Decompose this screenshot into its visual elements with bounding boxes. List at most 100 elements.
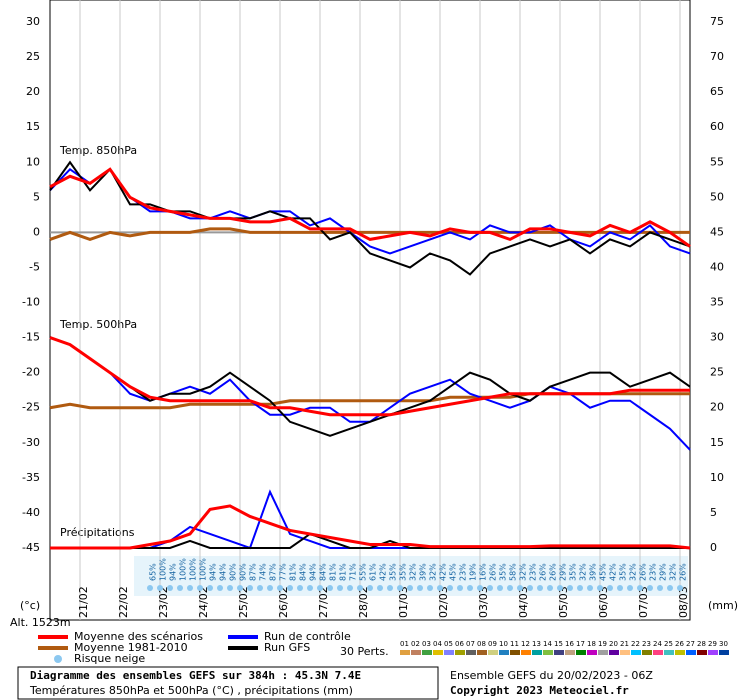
snow-risk-label: 71% <box>349 563 358 581</box>
pert-label: 26 <box>675 640 684 648</box>
snow-risk-label: 29% <box>659 563 668 581</box>
pert-swatch <box>532 650 542 655</box>
snow-icon <box>507 585 513 591</box>
x-tick-label: 03/03 <box>477 586 490 618</box>
pert-swatch <box>521 650 531 655</box>
snow-icon <box>407 585 413 591</box>
snow-risk-label: 26% <box>679 563 688 581</box>
snow-risk-label: 61% <box>369 563 378 581</box>
snow-icon <box>387 585 393 591</box>
snow-risk-label: 90% <box>239 563 248 581</box>
footer-copyright: Copyright 2023 Meteociel.fr <box>450 684 629 697</box>
y2-tick-label: 65 <box>710 85 724 98</box>
snow-icon <box>337 585 343 591</box>
altitude: Alt. 1523m <box>10 616 71 629</box>
snow-icon <box>607 585 613 591</box>
plot-frame <box>49 0 691 621</box>
snow-icon <box>177 585 183 591</box>
y-tick-label: -20 <box>22 366 40 379</box>
y2-tick-label: 0 <box>710 541 717 554</box>
legend-label: Moyenne des scénarios <box>74 630 203 643</box>
snow-icon <box>577 585 583 591</box>
y2-tick-label: 25 <box>710 366 724 379</box>
pert-swatch <box>675 650 685 655</box>
pert-label: 30 <box>719 640 728 648</box>
pert-label: 19 <box>598 640 607 648</box>
snow-risk-label: 100% <box>189 558 198 581</box>
snow-risk-label: 26% <box>549 563 558 581</box>
snow-risk-label: 87% <box>249 563 258 581</box>
snow-icon <box>457 585 463 591</box>
pert-swatch <box>719 650 729 655</box>
y2-tick-label: 70 <box>710 50 724 63</box>
snow-risk-label: 45% <box>449 563 458 581</box>
pert-label: 11 <box>510 640 519 648</box>
pert-label: 05 <box>444 640 453 648</box>
pert-swatch <box>664 650 674 655</box>
pert-swatch <box>620 650 630 655</box>
x-tick-label: 25/02 <box>237 586 250 618</box>
pert-swatch <box>499 650 509 655</box>
snow-risk-label: 87% <box>269 563 278 581</box>
snow-risk-label: 84% <box>299 563 308 581</box>
pert-label: 15 <box>554 640 563 648</box>
footer-run: Ensemble GEFS du 20/02/2023 - 06Z <box>450 669 653 682</box>
pert-label: 07 <box>466 640 475 648</box>
snow-icon <box>657 585 663 591</box>
y-tick-label: 15 <box>26 120 40 133</box>
pert-swatch <box>708 650 718 655</box>
x-tick-label: 04/03 <box>517 586 530 618</box>
x-tick-label: 08/03 <box>677 586 690 618</box>
legend-label: Risque neige <box>74 652 145 665</box>
snow-icon <box>637 585 643 591</box>
snow-risk-label: 35% <box>619 563 628 581</box>
snow-icon <box>307 585 313 591</box>
snow-risk-label: 94% <box>169 563 178 581</box>
y2-tick-label: 15 <box>710 436 724 449</box>
snow-risk-label: 58% <box>509 563 518 581</box>
pert-label: 02 <box>411 640 420 648</box>
x-tick-label: 22/02 <box>117 586 130 618</box>
snow-icon <box>367 585 373 591</box>
snow-risk-label: 32% <box>429 563 438 581</box>
pert-swatch <box>411 650 421 655</box>
snow-risk-label: 81% <box>339 563 348 581</box>
pert-label: 04 <box>433 640 442 648</box>
footer-box <box>17 666 439 700</box>
snow-icon <box>477 585 483 591</box>
pert-swatch <box>587 650 597 655</box>
series-line <box>49 160 691 276</box>
legend-label: Moyenne 1981-2010 <box>74 641 188 654</box>
y2-tick-label: 60 <box>710 120 724 133</box>
snow-risk-label: 32% <box>629 563 638 581</box>
snow-risk-label: 100% <box>199 558 208 581</box>
snow-icon <box>377 585 383 591</box>
pert-swatch <box>455 650 465 655</box>
pert-swatch <box>488 650 498 655</box>
pert-label: 01 <box>400 640 409 648</box>
y-tick-label: 10 <box>26 155 40 168</box>
snow-risk-label: 23% <box>529 563 538 581</box>
pert-label: 08 <box>477 640 486 648</box>
snow-icon <box>627 585 633 591</box>
snow-risk-label: 23% <box>649 563 658 581</box>
snow-icon <box>417 585 423 591</box>
x-tick-label: 21/02 <box>77 586 90 618</box>
snow-risk-label: 100% <box>159 558 168 581</box>
snow-icon <box>357 585 363 591</box>
pert-swatch <box>466 650 476 655</box>
snow-icon <box>277 585 283 591</box>
x-tick-label: 24/02 <box>197 586 210 618</box>
snow-risk-label: 35% <box>499 563 508 581</box>
legend-label: Run GFS <box>264 641 310 654</box>
snow-risk-label: 39% <box>419 563 428 581</box>
footer-title: Diagramme des ensembles GEFS sur 384h : … <box>30 669 361 682</box>
y-tick-label: -10 <box>22 296 40 309</box>
snow-icon <box>487 585 493 591</box>
snow-risk-label: 77% <box>279 563 288 581</box>
pert-label: 09 <box>488 640 497 648</box>
y-tick-label: 20 <box>26 85 40 98</box>
snow-icon <box>267 585 273 591</box>
snow-icon <box>287 585 293 591</box>
y2-tick-label: 35 <box>710 296 724 309</box>
